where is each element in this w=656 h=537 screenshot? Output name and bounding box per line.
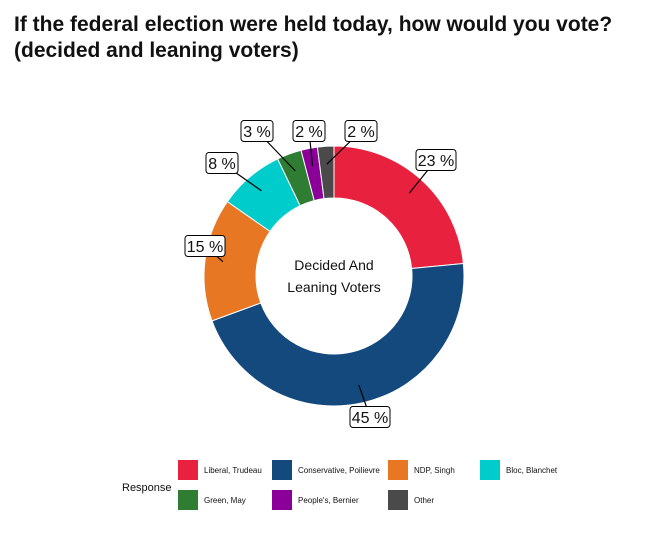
legend-item-other: Other (388, 490, 434, 510)
donut-slices (203, 145, 465, 407)
slice-label-liberal-trudeau: 23 % (415, 149, 457, 171)
legend-swatch (480, 460, 500, 480)
slice-label-conservative-poilievre: 45 % (349, 406, 391, 428)
legend-swatch (272, 460, 292, 480)
chart-title-line-2: (decided and leaning voters) (14, 39, 299, 62)
slice-label-other: 2 % (344, 120, 378, 142)
legend-swatch (388, 460, 408, 480)
slice-label-text: 2 % (295, 124, 323, 141)
legend-item-conservative-poilievre: Conservative, Poilievre (272, 460, 380, 480)
center-label: Decided And Leaning Voters (287, 257, 380, 295)
center-label-line-2: Leaning Voters (287, 279, 380, 295)
legend-swatch (178, 460, 198, 480)
slice-label-bloc-blanchet: 8 % (205, 152, 239, 174)
legend-label: NDP, Singh (414, 465, 455, 475)
legend-item-liberal-trudeau: Liberal, Trudeau (178, 460, 262, 480)
slice-label-green-may: 3 % (240, 120, 274, 142)
legend-item-ndp-singh: NDP, Singh (388, 460, 455, 480)
slice-label-text: 2 % (347, 124, 375, 141)
center-label-line-1: Decided And (294, 257, 373, 273)
legend-label: Bloc, Blanchet (506, 465, 558, 475)
legend-label: People's, Bernier (298, 495, 359, 505)
slice-label-people-s-bernier: 2 % (292, 120, 326, 142)
slice-conservative-poilievre (211, 262, 465, 407)
slice-other (316, 145, 335, 200)
chart-title-line-1: If the federal election were held today,… (14, 13, 613, 36)
slice-label-text: 15 % (187, 239, 223, 256)
legend-item-green-may: Green, May (178, 490, 246, 510)
slice-liberal-trudeau (333, 145, 464, 270)
legend-item-people-s-bernier: People's, Bernier (272, 490, 359, 510)
legend-swatch (388, 490, 408, 510)
slice-label-text: 45 % (352, 410, 388, 427)
legend-label: Green, May (204, 495, 246, 505)
slice-label-text: 3 % (243, 124, 271, 141)
legend-label: Liberal, Trudeau (204, 465, 262, 475)
chart-title: If the federal election were held today,… (14, 12, 654, 64)
legend-swatch (178, 490, 198, 510)
slice-labels: 23 % 45 % 15 % 8 % 3 % 2 % 2 % (184, 120, 457, 428)
slice-label-text: 23 % (418, 153, 454, 170)
legend-swatch (272, 490, 292, 510)
legend-item-bloc-blanchet: Bloc, Blanchet (480, 460, 557, 480)
slice-label-ndp-singh: 15 % (184, 235, 226, 257)
slice-label-text: 8 % (208, 156, 236, 173)
legend-label: Conservative, Poilievre (298, 465, 380, 475)
legend-label: Other (414, 495, 435, 505)
legend-title: Response (122, 482, 172, 494)
